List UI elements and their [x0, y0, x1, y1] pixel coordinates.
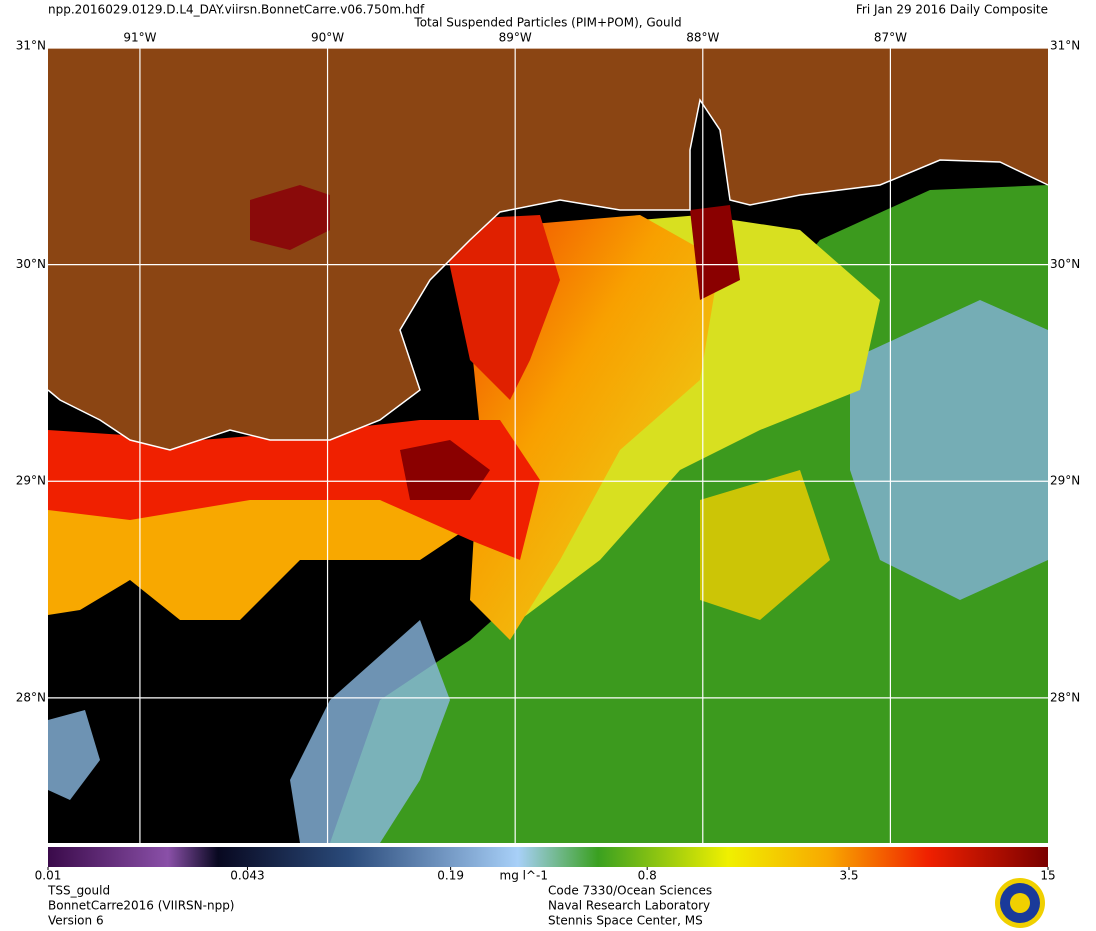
lat-label: 30°N	[1050, 257, 1080, 271]
footer-center: Code 7330/Ocean Sciences	[548, 884, 712, 898]
lat-label: 29°N	[16, 474, 46, 488]
lat-label: 28°N	[16, 690, 46, 704]
footer-center: Stennis Space Center, MS	[548, 914, 703, 928]
lat-label: 30°N	[16, 257, 46, 271]
map-image	[47, 48, 1049, 843]
colorbar-tick-label: 0.19	[437, 869, 464, 883]
colorbar-tick-label: 0.043	[230, 869, 264, 883]
footer-center: Naval Research Laboratory	[548, 899, 710, 913]
colorbar-tick-label: 15	[1040, 869, 1055, 883]
footer-left: BonnetCarre2016 (VIIRSN-npp)	[48, 899, 235, 913]
lat-label: 28°N	[1050, 690, 1080, 704]
lon-label: 88°W	[686, 31, 719, 45]
colorbar-tick-label: 3.5	[839, 869, 858, 883]
title: Total Suspended Particles (PIM+POM), Gou…	[413, 16, 681, 30]
colorbar-ticks: 0.01 0.043 0.19 0.8 3.5 15	[35, 867, 1056, 883]
footer-left: TSS_gould	[47, 884, 110, 898]
lon-label: 89°W	[499, 31, 532, 45]
footer-left: Version 6	[48, 914, 104, 928]
date: Fri Jan 29 2016 Daily Composite	[856, 3, 1048, 17]
lat-label: 31°N	[1050, 39, 1080, 53]
filename: npp.2016029.0129.D.L4_DAY.viirsn.BonnetC…	[48, 3, 425, 17]
graticule	[48, 47, 1048, 843]
colorbar-tick-label: 0.8	[638, 869, 657, 883]
lat-label: 31°N	[16, 39, 46, 53]
colorbar-tick-label: 0.01	[35, 869, 62, 883]
lat-label: 29°N	[1050, 474, 1080, 488]
colorbar	[48, 847, 1048, 867]
logo	[995, 878, 1045, 928]
lon-label: 91°W	[123, 31, 156, 45]
lon-label: 87°W	[874, 31, 907, 45]
lon-label: 90°W	[311, 31, 344, 45]
colorbar-unit: mg l^-1	[500, 869, 548, 883]
